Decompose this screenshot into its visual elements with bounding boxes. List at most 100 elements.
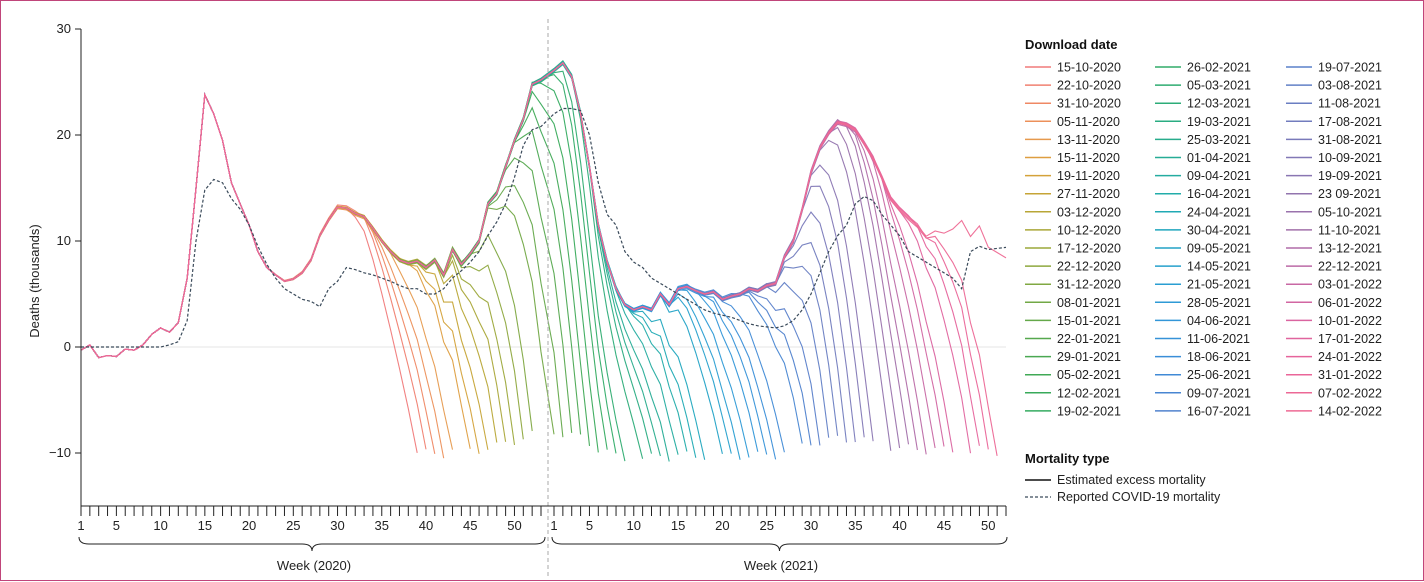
year-brace [78,536,546,552]
legend-label-reported: Reported COVID-19 mortality [1057,490,1221,504]
plot-lines [80,59,1007,462]
legend-label: 29-01-2021 [1057,350,1121,364]
legend-download-title: Download date [1025,37,1117,52]
x-tick-label: 10 [627,518,641,533]
legend-label: 12-02-2021 [1057,386,1121,400]
series-line-31-10-2020 [80,92,436,455]
x-tick-label: 10 [153,518,167,533]
x-tick-label: 20 [715,518,729,533]
legend-label: 27-11-2020 [1057,187,1120,201]
legend-label: 06-01-2022 [1318,296,1382,310]
x-tick-label: 30 [804,518,818,533]
legend-label: 13-11-2020 [1057,133,1120,147]
series-line-22-01-2021 [80,92,573,433]
legend-label: 22-12-2020 [1057,260,1121,274]
legend-label: 24-04-2021 [1187,205,1251,219]
legend-label: 10-09-2021 [1318,151,1382,165]
legend-label: 01-04-2021 [1187,151,1251,165]
legend-item-10-09-2021: 10-09-2021 [1286,151,1382,165]
legend-label: 19-11-2020 [1057,169,1120,183]
series-line-31-01-2022 [80,62,989,450]
legend-item-14-02-2022: 14-02-2022 [1286,404,1382,418]
legend-item-27-11-2020: 27-11-2020 [1025,187,1120,201]
legend-item-13-12-2021: 13-12-2021 [1286,242,1382,256]
legend-download-items: 15-10-2020 22-10-2020 31-10-2020 05-11-2020… [1025,61,1382,418]
legend-item-22-12-2020: 22-12-2020 [1025,260,1121,274]
series-line-30-04-2021 [80,62,706,460]
legend-label: 16-07-2021 [1187,404,1251,418]
legend-item-17-12-2020: 17-12-2020 [1025,242,1121,256]
legend-item-05-02-2021: 05-02-2021 [1025,368,1121,382]
series-line-14-05-2021 [80,61,732,454]
series-line-11-06-2021 [80,62,768,455]
legend-label: 09-07-2021 [1187,386,1251,400]
x-tick-label: 15 [671,518,685,533]
legend-label: 03-12-2020 [1057,205,1121,219]
legend-item-09-05-2021: 09-05-2021 [1155,242,1251,256]
legend-item-18-06-2021: 18-06-2021 [1155,350,1251,364]
legend-item-19-02-2021: 19-02-2021 [1025,404,1121,418]
series-line-17-12-2020 [80,92,516,445]
y-tick-label: 30 [57,21,71,36]
series-line-15-11-2020 [80,92,471,449]
series-line-19-03-2021 [80,59,653,454]
x-tick-label: 40 [892,518,906,533]
legend-item-09-04-2021: 09-04-2021 [1155,169,1251,183]
legend-item-05-10-2021: 05-10-2021 [1286,205,1382,219]
legend-item-16-04-2021: 16-04-2021 [1155,187,1251,201]
legend-item-24-01-2022: 24-01-2022 [1286,350,1382,364]
legend-label: 15-11-2020 [1057,151,1120,165]
legend-item-19-07-2021: 19-07-2021 [1286,61,1382,75]
x-tick-label: 25 [286,518,300,533]
legend-label: 30-04-2021 [1187,223,1251,237]
legend-item-15-11-2020: 15-11-2020 [1025,151,1120,165]
legend-label: 05-03-2021 [1187,79,1251,93]
legend-label: 17-12-2020 [1057,242,1121,256]
legend-item-22-10-2020: 22-10-2020 [1025,79,1121,93]
series-line-25-06-2021 [80,62,785,453]
x-tick-label: 30 [330,518,344,533]
x-tick-label: 45 [463,518,477,533]
legend-item-03-01-2022: 03-01-2022 [1286,278,1382,292]
legend-item-reported: Reported COVID-19 mortality [1025,490,1221,504]
series-line-11-10-2021 [80,62,910,445]
legend-item-31-12-2020: 31-12-2020 [1025,278,1121,292]
legend-item-19-03-2021: 19-03-2021 [1155,115,1251,129]
legend-item-22-12-2021: 22-12-2021 [1286,260,1382,274]
series-line-16-04-2021 [80,60,688,452]
legend-label: 11-08-2021 [1318,97,1381,111]
legend-item-14-05-2021: 14-05-2021 [1155,260,1251,274]
legend-label: 17-01-2022 [1318,332,1382,346]
legend-label: 07-02-2022 [1318,386,1382,400]
legend-label: 23 09-2021 [1318,187,1381,201]
legend-label: 11-06-2021 [1187,332,1250,346]
x-tick-label: 20 [242,518,256,533]
legend-item-31-10-2020: 31-10-2020 [1025,97,1121,111]
legend-label: 14-05-2021 [1187,260,1251,274]
legend-label: 04-06-2021 [1187,314,1251,328]
legend-label: 28-05-2021 [1187,296,1251,310]
series-line-15-01-2021 [80,92,564,438]
reported-covid-line [81,107,1007,348]
x-tick-label: 35 [848,518,862,533]
x-tick-label: 15 [198,518,212,533]
legend-label: 03-01-2022 [1318,278,1382,292]
legend-label: 21-05-2021 [1187,278,1251,292]
legend-item-22-01-2021: 22-01-2021 [1025,332,1121,346]
legend-item-11-10-2021: 11-10-2021 [1286,223,1381,237]
legend-label: 05-10-2021 [1318,205,1382,219]
legend-item-31-08-2021: 31-08-2021 [1286,133,1382,147]
legend-item-21-05-2021: 21-05-2021 [1155,278,1251,292]
x-tick-label: 35 [375,518,389,533]
x-tick-label: 40 [419,518,433,533]
legend-item-11-08-2021: 11-08-2021 [1286,97,1381,111]
legend-label: 03-08-2021 [1318,79,1382,93]
series-line-19-11-2020 [80,92,480,454]
legend-label: 18-06-2021 [1187,350,1251,364]
x-tick-label: 25 [759,518,773,533]
legend-label: 09-04-2021 [1187,169,1251,183]
legend-label: 25-03-2021 [1187,133,1251,147]
series-line-27-11-2020 [80,92,489,450]
series-line-31-08-2021 [80,62,856,443]
legend-label: 31-12-2020 [1057,278,1121,292]
